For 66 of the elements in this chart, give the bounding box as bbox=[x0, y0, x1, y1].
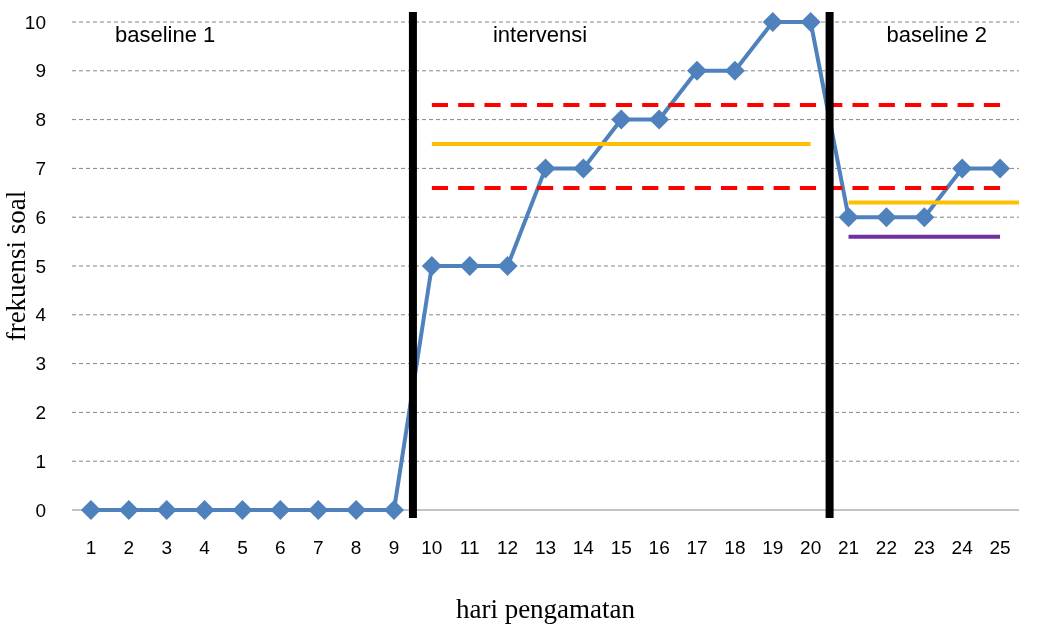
x-tick-label: 10 bbox=[421, 537, 443, 558]
x-tick-label: 1 bbox=[85, 537, 97, 558]
y-tick-label: 4 bbox=[35, 304, 47, 326]
y-tick-label: 0 bbox=[35, 499, 46, 521]
x-tick-label: 23 bbox=[913, 537, 935, 558]
x-axis-title: hari pengamatan bbox=[455, 594, 636, 624]
point bbox=[459, 256, 480, 276]
point bbox=[118, 500, 139, 520]
point bbox=[156, 500, 177, 520]
point bbox=[876, 207, 897, 228]
point bbox=[724, 60, 745, 81]
y-tick-label: 8 bbox=[35, 109, 46, 131]
point bbox=[990, 158, 1011, 179]
annotation: baseline 1 bbox=[115, 21, 216, 47]
x-tick-label: 5 bbox=[237, 537, 248, 558]
x-tick-label: 19 bbox=[762, 537, 784, 558]
y-tick-label: 6 bbox=[35, 206, 46, 228]
x-tick-label: 13 bbox=[534, 537, 557, 558]
x-tick-label: 14 bbox=[572, 537, 595, 558]
y-tick-label: 1 bbox=[35, 450, 46, 472]
y-tick-label: 2 bbox=[35, 402, 46, 424]
x-tick-label: 11 bbox=[459, 537, 480, 558]
y-tick-label: 9 bbox=[35, 60, 46, 82]
y-tick-label: 7 bbox=[35, 158, 46, 180]
x-tick-label: 3 bbox=[161, 537, 172, 558]
point bbox=[346, 500, 367, 520]
point bbox=[952, 158, 973, 179]
x-tick-label: 12 bbox=[497, 537, 519, 558]
x-tick-label: 17 bbox=[686, 537, 708, 558]
point bbox=[421, 256, 442, 276]
x-tick-label: 18 bbox=[724, 537, 746, 558]
x-tick-label: 16 bbox=[648, 537, 670, 558]
point bbox=[914, 207, 935, 228]
y-axis-title: frekuensi soal bbox=[1, 190, 31, 342]
x-tick-label: 2 bbox=[123, 537, 135, 558]
point bbox=[270, 500, 291, 520]
point bbox=[573, 158, 594, 179]
point bbox=[838, 207, 859, 228]
y-tick-label: 5 bbox=[35, 255, 46, 277]
point bbox=[800, 12, 821, 32]
point bbox=[497, 256, 518, 276]
x-tick-label: 22 bbox=[875, 537, 897, 558]
y-tick-label: 10 bbox=[24, 11, 46, 33]
x-tick-label: 20 bbox=[800, 537, 822, 558]
point bbox=[194, 500, 215, 520]
point bbox=[308, 500, 329, 520]
point bbox=[687, 60, 708, 81]
point bbox=[80, 500, 101, 520]
point bbox=[611, 109, 632, 130]
annotation: intervensi bbox=[492, 21, 588, 47]
y-tick-label: 3 bbox=[35, 353, 46, 375]
annotation: baseline 2 bbox=[886, 21, 987, 47]
x-tick-label: 6 bbox=[275, 537, 286, 558]
x-tick-label: 9 bbox=[388, 537, 400, 558]
x-tick-label: 4 bbox=[199, 537, 211, 558]
x-tick-label: 8 bbox=[350, 537, 362, 558]
x-tick-label: 15 bbox=[610, 537, 632, 558]
x-tick-label: 25 bbox=[989, 537, 1011, 558]
point bbox=[232, 500, 253, 520]
point bbox=[762, 12, 783, 32]
x-tick-label: 7 bbox=[312, 537, 324, 558]
point bbox=[383, 500, 404, 520]
x-tick-label: 24 bbox=[951, 537, 974, 558]
point bbox=[535, 158, 556, 179]
x-tick-label: 21 bbox=[837, 537, 860, 558]
point bbox=[649, 109, 670, 130]
